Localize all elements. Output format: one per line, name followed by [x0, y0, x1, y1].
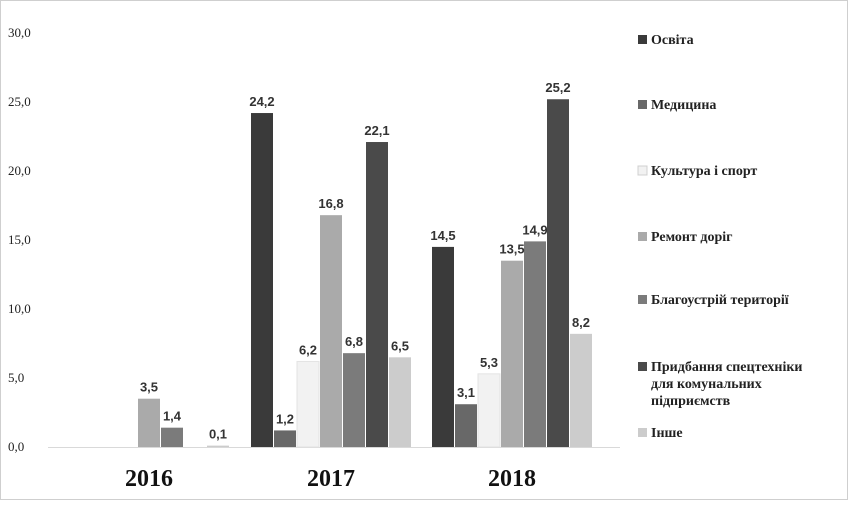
x-axis: 2016 2017 2018: [125, 466, 536, 492]
data-label: 1,4: [163, 409, 182, 424]
legend-label: Благоустрій території: [651, 293, 789, 308]
data-label: 5,3: [480, 355, 498, 370]
legend: Освіта Медицина Культура і спорт Ремонт дор…: [637, 33, 803, 441]
data-label: 16,8: [318, 196, 343, 211]
x-tick-label: 2017: [307, 466, 355, 492]
data-label: 14,5: [430, 228, 455, 243]
y-tick-label: 30,0: [8, 25, 31, 40]
bar: [524, 241, 546, 447]
bar: [366, 142, 388, 447]
x-tick-label: 2016: [125, 466, 173, 492]
bar: [296, 360, 320, 448]
legend-label: Інше: [651, 426, 683, 441]
bar: [570, 333, 592, 447]
bar: [138, 398, 160, 447]
data-label: 1,2: [276, 411, 294, 426]
bar: [320, 215, 342, 447]
legend-swatch: [638, 35, 647, 44]
data-label: 25,2: [545, 80, 570, 95]
bar: [389, 357, 411, 447]
data-labels-group: 3,5 1,4 0,1 24,2 1,2 6,2 16,8 6,8 22,1 6,5 14,5 3,1…: [140, 80, 590, 441]
data-label: 13,5: [499, 242, 524, 257]
legend-swatch: [638, 100, 647, 109]
data-label: 0,1: [209, 427, 227, 442]
y-tick-label: 25,0: [8, 94, 31, 109]
bar: [251, 113, 273, 447]
data-label: 6,5: [391, 338, 409, 353]
legend-swatch: [638, 232, 647, 241]
bar: [501, 260, 523, 447]
legend-label: підприємств: [651, 394, 731, 409]
legend-label: Придбання спецтехніки: [651, 360, 803, 375]
legend-label: Ремонт доріг: [651, 230, 733, 245]
data-label: 6,2: [299, 342, 317, 357]
y-tick-label: 10,0: [8, 301, 31, 316]
legend-swatch: [638, 362, 647, 371]
legend-label: Медицина: [651, 98, 716, 113]
bar: [432, 246, 454, 447]
bar: [547, 99, 569, 448]
legend-label: Культура і спорт: [651, 164, 757, 179]
legend-label: Освіта: [651, 33, 694, 48]
data-label: 22,1: [364, 123, 389, 138]
bar: [207, 445, 229, 447]
y-axis: 0,0 5,0 10,0 15,0 20,0 25,0 30,0: [8, 25, 620, 454]
data-label: 14,9: [522, 222, 547, 237]
x-tick-label: 2018: [488, 466, 536, 492]
bars-group: [138, 99, 592, 448]
bar: [455, 404, 477, 447]
y-tick-label: 5,0: [8, 370, 24, 385]
bar: [274, 430, 296, 447]
legend-swatch: [638, 428, 647, 437]
data-label: 3,1: [457, 385, 475, 400]
y-tick-label: 20,0: [8, 163, 31, 178]
legend-swatch: [637, 165, 648, 176]
data-label: 8,2: [572, 315, 590, 330]
data-label: 3,5: [140, 380, 158, 395]
y-tick-label: 15,0: [8, 232, 31, 247]
bar: [343, 353, 365, 447]
data-label: 6,8: [345, 334, 363, 349]
bar: [477, 373, 501, 448]
legend-swatch: [638, 295, 647, 304]
data-label: 24,2: [249, 94, 274, 109]
legend-label: для комунальних: [651, 377, 762, 392]
bar: [161, 427, 183, 447]
y-tick-label: 0,0: [8, 439, 24, 454]
